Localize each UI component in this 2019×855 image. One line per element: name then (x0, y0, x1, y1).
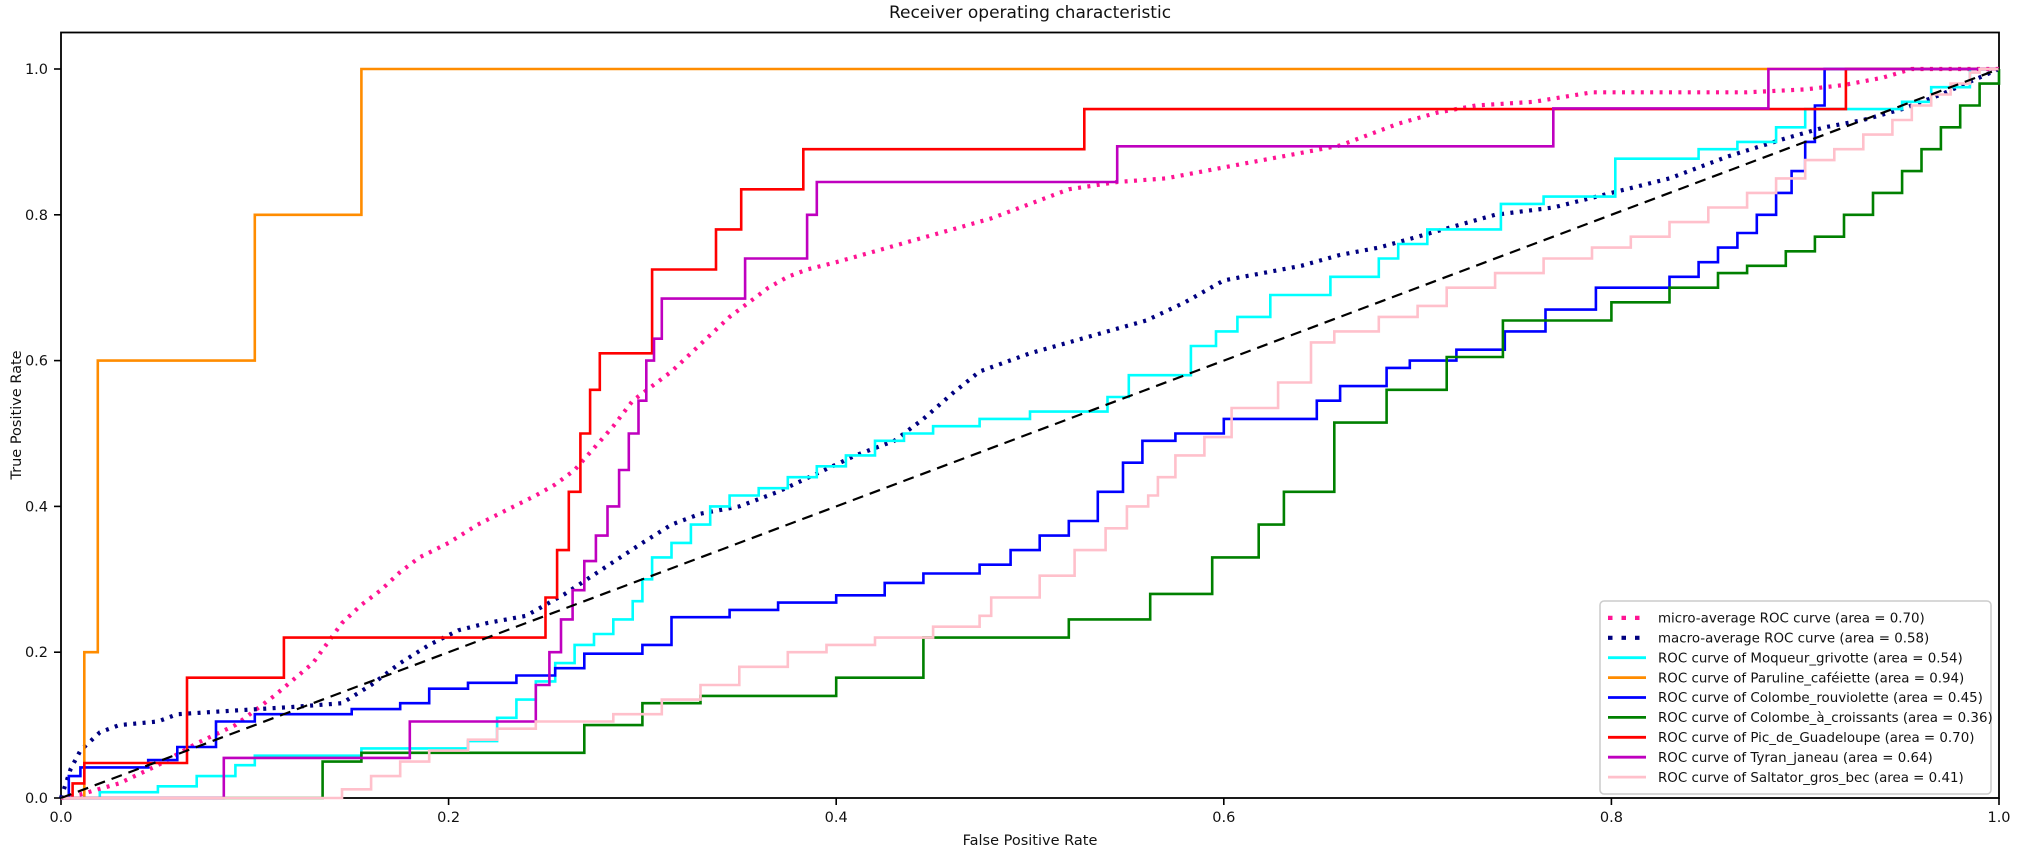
y-tick-label: 0.4 (25, 499, 48, 515)
legend-box: micro-average ROC curve (area = 0.70) mac… (1599, 600, 1993, 795)
roc-curve-Moqueur_grivotte (61, 67, 1999, 800)
legend-label: micro-average ROC curve (area = 0.70) (1658, 612, 1925, 627)
legend-label: macro-average ROC curve (area = 0.58) (1658, 632, 1929, 647)
x-tick-label: 0.6 (1212, 810, 1235, 826)
roc-curve-Colombe_rouviolette (61, 67, 1999, 800)
y-tick-label: 0.0 (25, 791, 48, 807)
legend-item: ROC curve of Colombe_à_croissants (area … (1608, 710, 1993, 726)
chart-title: Receiver operating characteristic (888, 3, 1172, 23)
roc-curve-Pic_de_Guadeloupe (61, 67, 1999, 800)
x-tick-label: 0.2 (437, 810, 460, 826)
plot-frame (60, 31, 2000, 799)
legend-item: ROC curve of Paruline_caféiette (area = … (1608, 670, 1964, 686)
legend-label: ROC curve of Saltator_gros_bec (area = 0… (1658, 771, 1964, 786)
x-axis-label: False Positive Rate (962, 833, 1098, 849)
y-tick-label: 0.6 (25, 354, 48, 370)
legend-item: ROC curve of Moqueur_grivotte (area = 0.… (1608, 651, 1963, 666)
legend-item: micro-average ROC curve (area = 0.70) (1608, 612, 1925, 627)
legend-label: ROC curve of Colombe_rouviolette (area =… (1658, 691, 1983, 706)
roc-curve-macro-average (59, 67, 2000, 799)
legend-label: ROC curve of Colombe_à_croissants (area … (1658, 710, 1993, 726)
y-tick-label: 0.8 (25, 208, 48, 224)
legend-label: ROC curve of Pic_de_Guadeloupe (area = 0… (1658, 731, 1974, 746)
legend-item: ROC curve of Colombe_rouviolette (area =… (1608, 691, 1983, 706)
legend-frame (1599, 600, 1992, 795)
x-tick-label: 1.0 (1987, 810, 2010, 826)
roc-curve-Paruline_caféiette (61, 67, 1999, 800)
legend-item: ROC curve of Tyran_janeau (area = 0.64) (1608, 751, 1933, 766)
x-tick-label: 0.0 (49, 810, 72, 826)
y-axis-label: True Positive Rate (9, 350, 25, 480)
x-tick-label: 0.8 (1600, 810, 1623, 826)
legend-item: macro-average ROC curve (area = 0.58) (1608, 632, 1929, 647)
y-tick-label: 0.2 (25, 645, 48, 661)
legend-label: ROC curve of Moqueur_grivotte (area = 0.… (1658, 651, 1963, 666)
chance-diagonal-line (60, 67, 2000, 800)
legend-item: ROC curve of Pic_de_Guadeloupe (area = 0… (1608, 731, 1974, 746)
roc-curve-Tyran_janeau (61, 67, 1999, 800)
legend-label: ROC curve of Paruline_caféiette (area = … (1658, 670, 1964, 686)
axis-ticks: 0.0 0.2 0.4 0.6 0.8 1.0 0.0 0.2 0.4 0.6 0.8 1.0 (25, 62, 2011, 826)
legend-label: ROC curve of Tyran_janeau (area = 0.64) (1658, 751, 1933, 766)
x-tick-label: 0.4 (825, 810, 848, 826)
legend-item: ROC curve of Saltator_gros_bec (area = 0… (1608, 771, 1964, 786)
y-tick-label: 1.0 (25, 62, 48, 78)
roc-curve-Saltator_gros_bec (61, 67, 1999, 800)
roc-curves (59, 66, 2001, 801)
